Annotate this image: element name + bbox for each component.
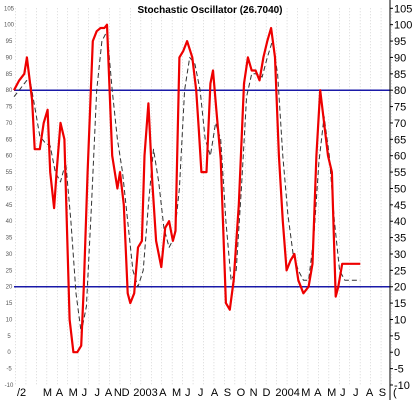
x-tick-label: A: [159, 387, 167, 399]
y-tick-label-left: 60: [6, 154, 13, 160]
y-tick-label: 55: [394, 167, 406, 179]
y-tick-label-left: 25: [6, 268, 13, 274]
series-lines: [13, 23, 361, 354]
y-tick-label-left: 30: [6, 252, 13, 258]
x-tick-label: O: [237, 387, 246, 399]
y-tick-label-left: 15: [6, 301, 13, 307]
y-tick-label: 30: [394, 249, 406, 261]
x-tick-label: A: [105, 387, 113, 399]
x-tick-label: D: [262, 387, 270, 399]
x-tick-label: M: [172, 387, 181, 399]
y-tick-label: 15: [394, 298, 406, 310]
x-tick-label: D: [122, 387, 130, 399]
x-tick-label: (: [393, 387, 397, 399]
y-tick-label-left: -5: [6, 367, 12, 373]
y-tick-label-left: 75: [6, 105, 13, 111]
x-tick-label: A: [211, 387, 219, 399]
y-tick-label: -5: [394, 364, 404, 376]
y-tick-label: 10: [394, 314, 406, 326]
y-tick-label-left: 85: [6, 72, 13, 78]
y-tick-label-left: 45: [6, 203, 13, 209]
y-tick-label-left: 70: [6, 121, 13, 127]
y-tick-label-left: 95: [6, 39, 13, 45]
y-tick-label: 50: [394, 183, 406, 195]
x-axis-ticks: /2 M A M J J A N D 2003 A M J J A S O N D 2004 M A M J J A S(: [17, 387, 397, 399]
x-tick-label: A: [314, 387, 322, 399]
series-line-solid: [13, 23, 361, 354]
y-tick-label-left: 55: [6, 170, 13, 176]
x-tick-label: M: [69, 387, 78, 399]
y-tick-label: 85: [394, 69, 406, 81]
x-tick-label: J: [340, 387, 346, 399]
x-tick-label: S: [379, 387, 386, 399]
y-tick-label-left: 90: [6, 55, 13, 61]
reference-lines: [14, 89, 390, 288]
y-tick-label: 20: [394, 282, 406, 294]
x-tick-label: J: [95, 387, 101, 399]
y-tick-label-left: 100: [4, 23, 15, 29]
y-tick-label: 70: [394, 118, 406, 130]
series-line-dashed: [13, 30, 361, 334]
x-tick-label: A: [366, 387, 374, 399]
y-tick-label: 105: [394, 3, 412, 15]
x-tick-label: M: [43, 387, 52, 399]
y-tick-label-left: 65: [6, 137, 13, 143]
y-tick-label: 80: [394, 85, 406, 97]
y-tick-label-left: 40: [6, 219, 13, 225]
y-axis-ticks: -10-10-5-5005510101515202025253030353540…: [4, 3, 412, 392]
x-tick-label: N: [250, 387, 258, 399]
y-tick-label-left: 105: [4, 6, 15, 12]
x-tick-label: /2: [17, 387, 26, 399]
y-tick-label-left: 35: [6, 236, 13, 242]
y-tick-label: 90: [394, 52, 406, 64]
y-tick-label: -10: [394, 380, 410, 392]
y-tick-label: 25: [394, 265, 406, 277]
y-tick-label-left: 80: [6, 88, 13, 94]
x-tick-label: J: [353, 387, 359, 399]
x-tick-label: 2003: [133, 387, 157, 399]
y-tick-label-left: 50: [6, 186, 13, 192]
x-tick-label: S: [224, 387, 231, 399]
y-tick-label: 45: [394, 200, 406, 212]
y-tick-label: 40: [394, 216, 406, 228]
x-tick-label: J: [198, 387, 204, 399]
y-tick-label: 60: [394, 151, 406, 163]
y-tick-label-left: 5: [7, 334, 11, 340]
y-tick-label: 0: [394, 347, 400, 359]
y-tick-label: 95: [394, 36, 406, 48]
x-tick-label: N: [114, 387, 122, 399]
x-tick-label: M: [301, 387, 310, 399]
y-tick-label: 35: [394, 233, 406, 245]
x-tick-label: J: [185, 387, 191, 399]
y-tick-label: 75: [394, 102, 406, 114]
y-tick-label-left: 0: [7, 350, 11, 356]
y-tick-label-left: 10: [6, 317, 13, 323]
x-tick-label: J: [82, 387, 88, 399]
y-tick-label-left: 20: [6, 285, 13, 291]
y-tick-label: 65: [394, 134, 406, 146]
x-tick-label: M: [327, 387, 336, 399]
y-tick-label: 5: [394, 331, 400, 343]
y-tick-label: 100: [394, 20, 412, 32]
x-tick-label: 2004: [275, 387, 299, 399]
x-tick-label: A: [56, 387, 64, 399]
y-tick-label-left: -10: [5, 383, 14, 389]
chart-title: Stochastic Oscillator (26.7040): [137, 5, 282, 16]
